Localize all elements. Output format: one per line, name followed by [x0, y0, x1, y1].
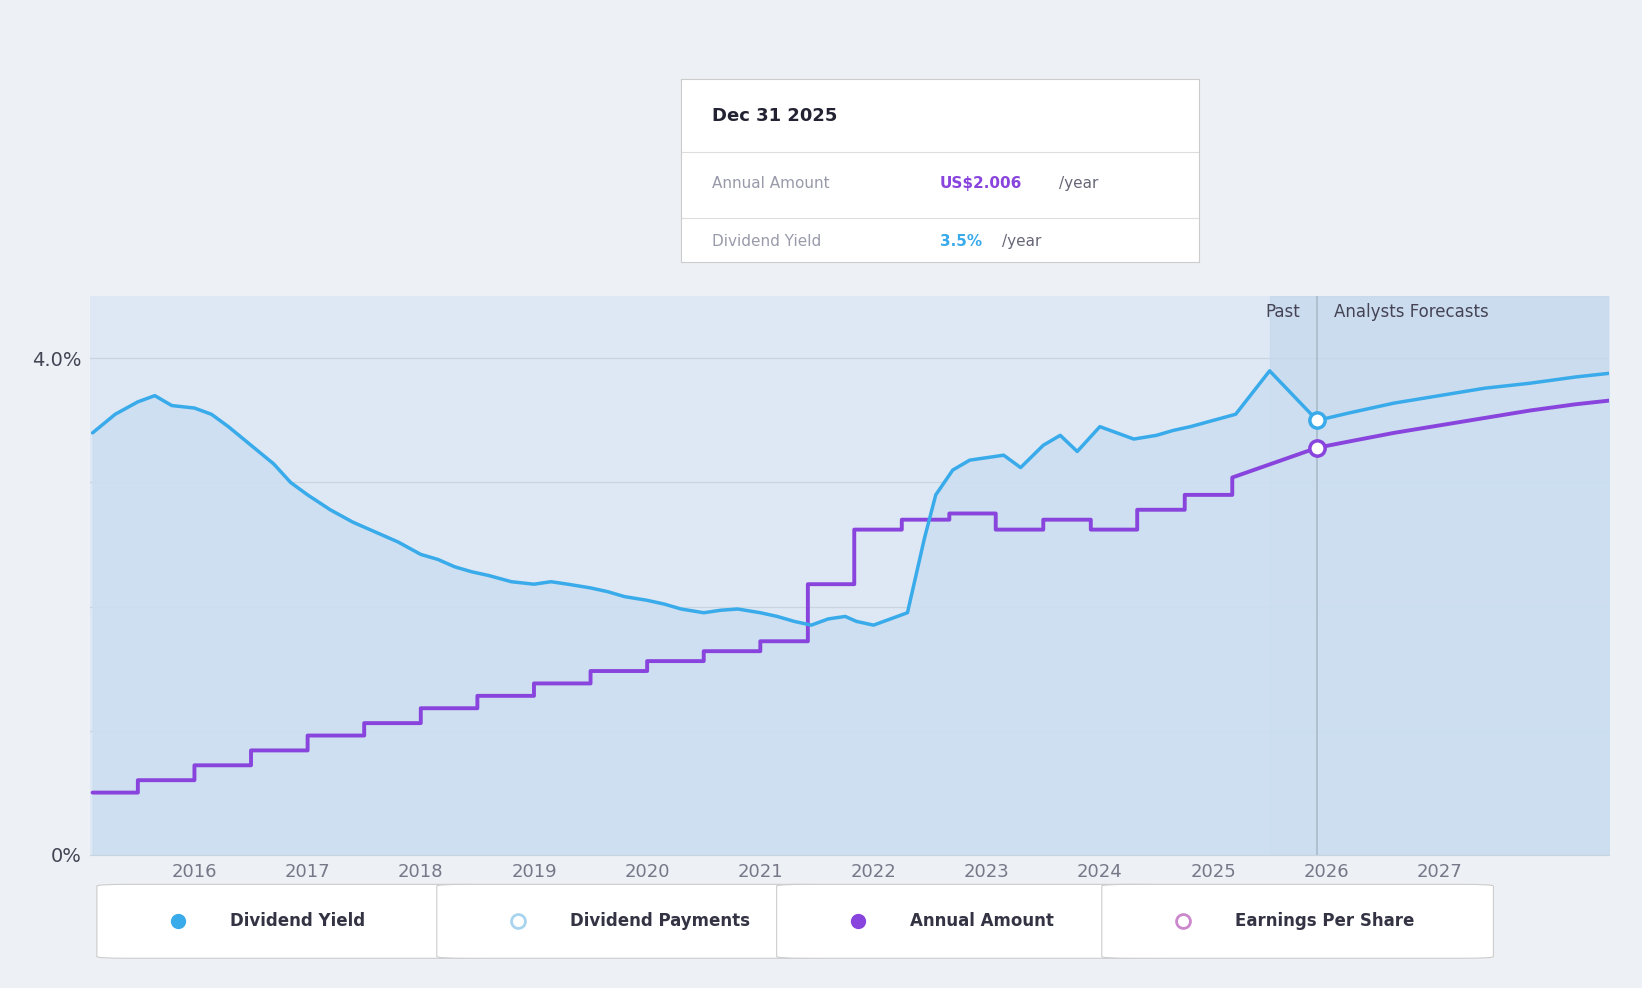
Text: /year: /year [1059, 176, 1098, 191]
FancyBboxPatch shape [777, 884, 1169, 958]
Text: Earnings Per Share: Earnings Per Share [1235, 912, 1414, 931]
Text: Dividend Yield: Dividend Yield [230, 912, 365, 931]
Text: /year: /year [1002, 234, 1041, 249]
FancyBboxPatch shape [1102, 884, 1494, 958]
Text: US$2.006: US$2.006 [939, 176, 1023, 191]
Text: Analysts Forecasts: Analysts Forecasts [1335, 303, 1489, 321]
Text: Dividend Yield: Dividend Yield [713, 234, 821, 249]
Bar [1269, 296, 1609, 855]
Text: 3.5%: 3.5% [939, 234, 982, 249]
Text: Dividend Payments: Dividend Payments [570, 912, 750, 931]
Text: Dec 31 2025: Dec 31 2025 [713, 107, 837, 124]
Text: Annual Amount: Annual Amount [910, 912, 1054, 931]
FancyBboxPatch shape [437, 884, 829, 958]
FancyBboxPatch shape [97, 884, 489, 958]
Text: Past: Past [1266, 303, 1300, 321]
Text: Annual Amount: Annual Amount [713, 176, 831, 191]
